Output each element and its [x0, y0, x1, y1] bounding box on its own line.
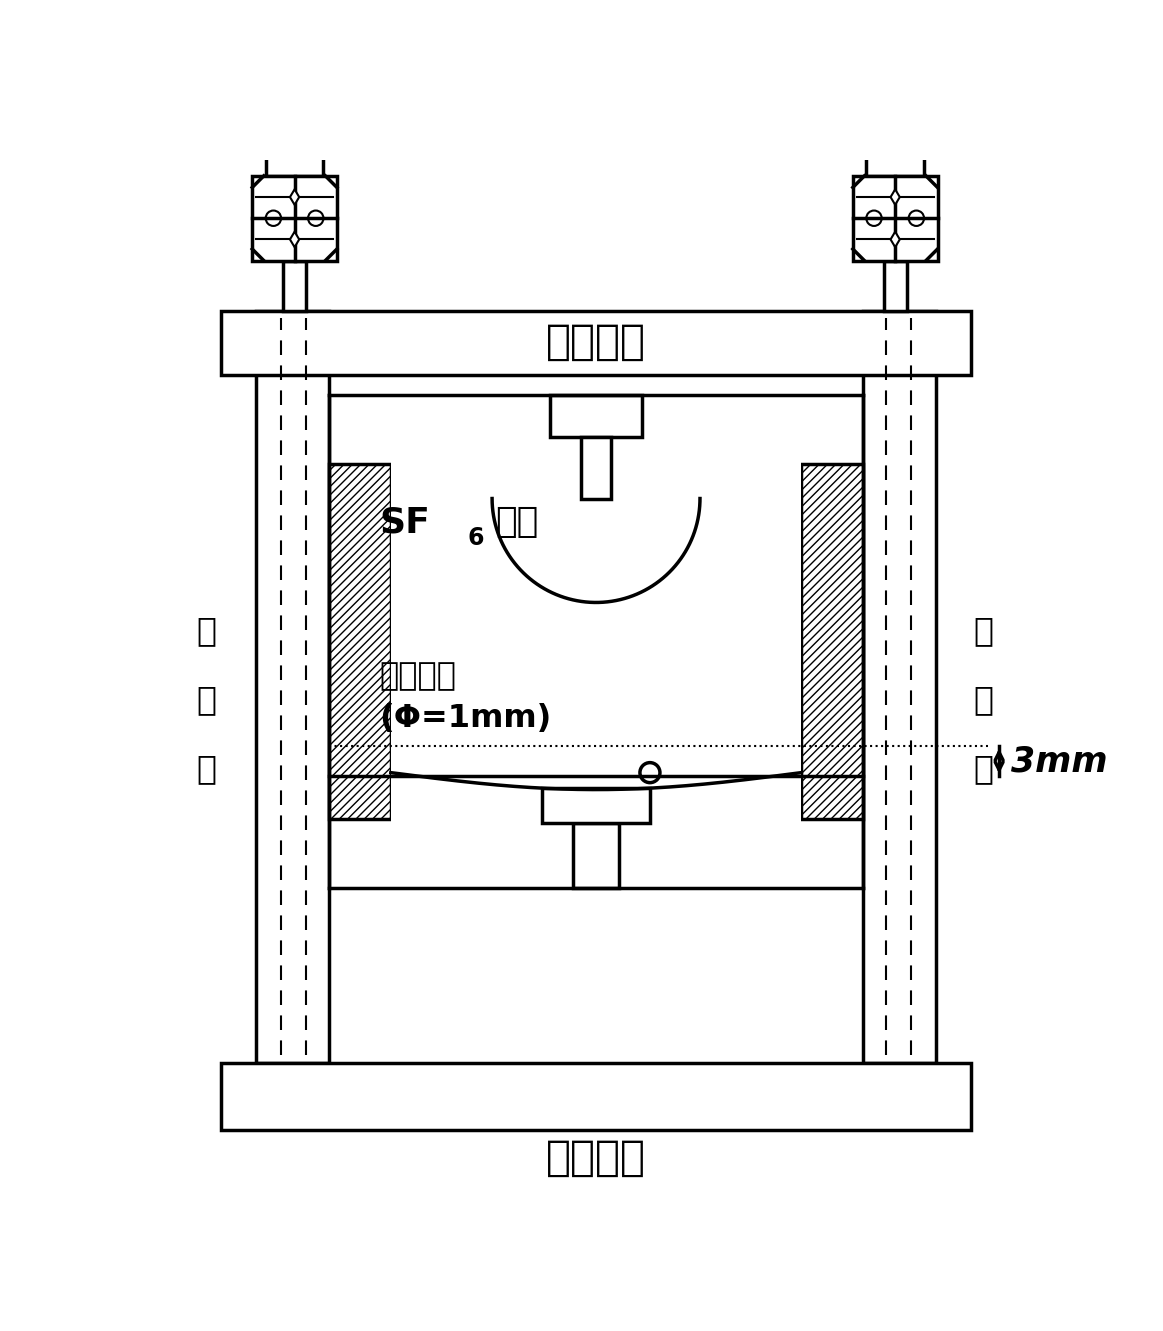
Polygon shape	[290, 232, 299, 248]
Bar	[863, 310, 936, 1063]
Text: 接地电极: 接地电极	[547, 1137, 645, 1179]
Bar	[550, 394, 642, 437]
Text: 6: 6	[468, 526, 484, 550]
Bar	[580, 437, 612, 499]
Text: 缘: 缘	[197, 683, 216, 716]
Bar	[391, 394, 801, 888]
Text: 体: 体	[973, 752, 993, 785]
Polygon shape	[891, 232, 900, 248]
Bar	[852, 176, 937, 261]
Bar	[542, 788, 650, 823]
Text: 缘: 缘	[973, 683, 993, 716]
Bar	[866, 157, 925, 176]
Bar	[252, 176, 337, 261]
Text: (Φ=1mm): (Φ=1mm)	[379, 703, 551, 735]
Bar	[221, 310, 971, 375]
Polygon shape	[891, 189, 900, 205]
Text: 绝: 绝	[973, 614, 993, 647]
Text: SF: SF	[379, 506, 430, 539]
Text: 金属微粒: 金属微粒	[379, 662, 456, 692]
Text: 气体: 气体	[494, 506, 538, 539]
Bar	[265, 157, 323, 176]
Text: 高压电极: 高压电极	[547, 321, 645, 362]
Text: 绝: 绝	[197, 614, 216, 647]
Text: 体: 体	[197, 752, 216, 785]
Text: 3mm: 3mm	[1011, 744, 1107, 779]
Polygon shape	[492, 499, 700, 603]
Bar	[256, 310, 329, 1063]
Bar	[573, 823, 619, 888]
Bar	[221, 1063, 971, 1130]
Bar	[884, 261, 907, 310]
Bar	[329, 465, 391, 819]
Polygon shape	[290, 189, 299, 205]
Bar	[801, 465, 863, 819]
Bar	[283, 261, 306, 310]
